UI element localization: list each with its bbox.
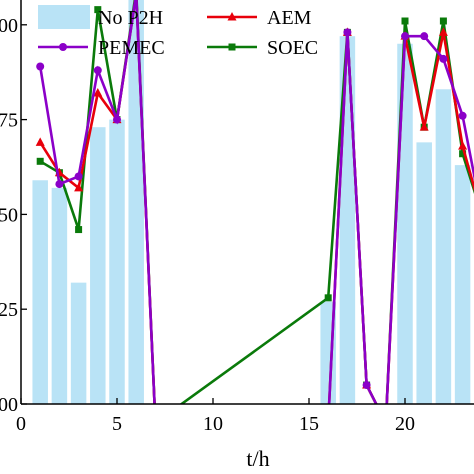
bar-no-p2h-1 bbox=[32, 180, 48, 404]
bar-no-p2h-21 bbox=[416, 142, 432, 404]
axes-layer: 100 125 150 175 200 0 5 10 15 20 bbox=[0, 0, 474, 435]
legend-marker-soec bbox=[228, 43, 236, 51]
marker-pemec-20 bbox=[401, 32, 409, 41]
legend-label-soec: SOEC bbox=[267, 37, 318, 59]
legend-swatch-no-p2h bbox=[38, 5, 90, 29]
marker-soec-23 bbox=[459, 150, 467, 158]
lines-layer bbox=[35, 0, 474, 427]
marker-pemec-19 bbox=[382, 419, 390, 427]
marker-aem-22 bbox=[438, 27, 448, 36]
marker-pemec-7 bbox=[151, 419, 159, 427]
bar-no-p2h-6 bbox=[128, 0, 144, 404]
legend-label-aem: AEM bbox=[267, 7, 312, 29]
marker-soec-20 bbox=[401, 17, 409, 25]
marker-soec-19 bbox=[382, 419, 389, 426]
marker-aem-7 bbox=[151, 418, 160, 427]
marker-aem-19 bbox=[381, 418, 390, 427]
marker-pemec-22 bbox=[439, 54, 448, 63]
legend-marker-aem bbox=[227, 12, 237, 21]
bar-no-p2h-2 bbox=[51, 187, 68, 404]
bar-no-p2h-4 bbox=[90, 127, 106, 404]
x-tick-label-0: 0 bbox=[16, 413, 26, 435]
marker-soec-22 bbox=[439, 17, 447, 25]
marker-pemec-1 bbox=[36, 62, 45, 71]
marker-pemec-5 bbox=[113, 115, 121, 124]
marker-pemec-3 bbox=[74, 172, 83, 181]
legend-label-no-p2h: No P2H bbox=[98, 7, 163, 29]
marker-pemec-23 bbox=[458, 111, 467, 120]
x-tick-label-5: 5 bbox=[112, 413, 122, 435]
marker-aem-23 bbox=[458, 141, 468, 150]
marker-soec-1 bbox=[36, 157, 44, 165]
marker-pemec-17 bbox=[343, 28, 352, 37]
y-tick-label-100: 100 bbox=[0, 394, 18, 416]
marker-soec-4 bbox=[94, 6, 102, 14]
x-tick-label-15: 15 bbox=[299, 413, 319, 435]
line-pemec bbox=[38, 0, 474, 404]
marker-aem-16 bbox=[324, 418, 333, 427]
marker-aem-21 bbox=[419, 122, 429, 131]
marker-aem-1 bbox=[35, 137, 45, 146]
bar-no-p2h-5 bbox=[109, 119, 125, 404]
marker-pemec-16 bbox=[324, 419, 332, 427]
y-tick-label-150: 150 bbox=[0, 204, 18, 226]
marker-aem-3 bbox=[74, 182, 84, 192]
y-tick-label-175: 175 bbox=[0, 110, 18, 132]
bar-no-p2h-22 bbox=[435, 89, 452, 404]
bar-no-p2h-3 bbox=[70, 282, 87, 404]
legend-label-pemec: PEMEC bbox=[98, 37, 165, 59]
bar-no-p2h-23 bbox=[454, 165, 471, 404]
x-axis-title: t/h bbox=[246, 446, 269, 471]
y-tick-label-200: 200 bbox=[0, 15, 18, 37]
x-tick-label-20: 20 bbox=[395, 413, 415, 435]
marker-pemec-21 bbox=[420, 32, 429, 41]
marker-soec-16 bbox=[324, 294, 332, 302]
legend-marker-pemec bbox=[59, 43, 67, 51]
marker-pemec-2 bbox=[55, 180, 64, 189]
bar-no-p2h-20 bbox=[397, 43, 413, 404]
marker-soec-3 bbox=[75, 226, 83, 234]
marker-aem-4 bbox=[93, 88, 103, 97]
y-tick-label-125: 125 bbox=[0, 299, 18, 321]
marker-pemec-4 bbox=[93, 66, 102, 75]
bars-layer bbox=[32, 0, 471, 404]
marker-pemec-18 bbox=[362, 381, 371, 390]
marker-soec-7 bbox=[152, 419, 159, 426]
legend: No P2H AEM PEMEC SOEC bbox=[38, 5, 318, 59]
x-tick-label-10: 10 bbox=[203, 413, 223, 435]
